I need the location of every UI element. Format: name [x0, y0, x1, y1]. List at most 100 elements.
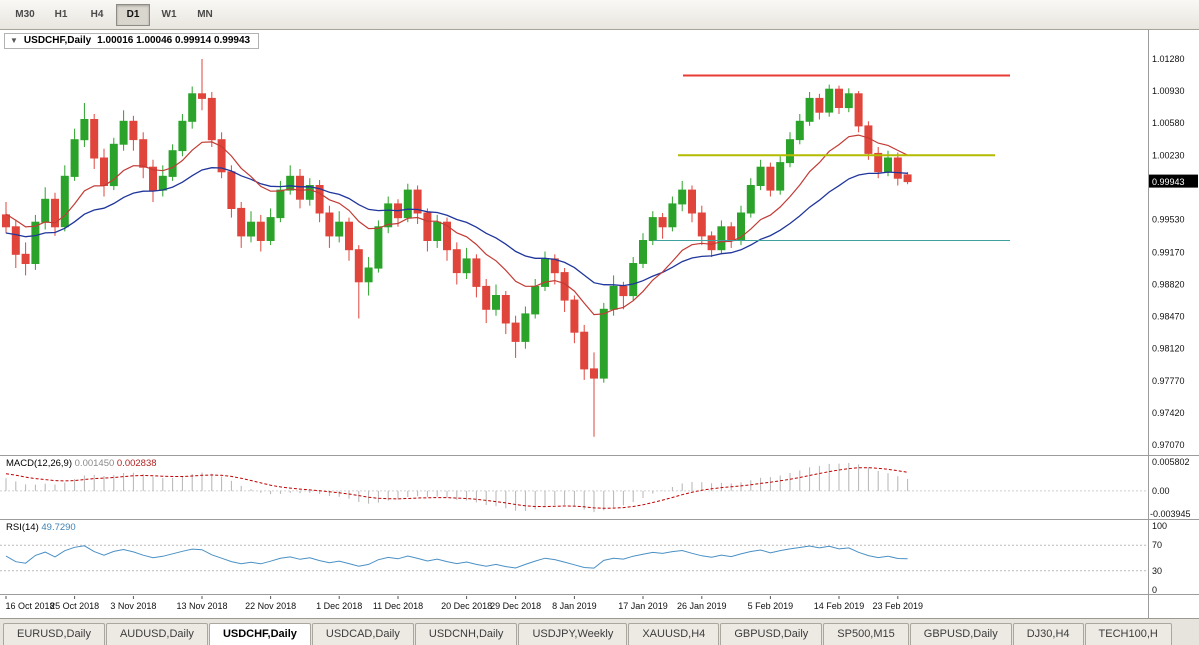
price-axis-label: 0.98120: [1152, 344, 1185, 354]
candlestick: [658, 213, 667, 239]
tab-usdchf-daily[interactable]: USDCHF,Daily: [208, 623, 311, 645]
candlestick: [60, 165, 69, 232]
candlestick: [678, 180, 687, 212]
time-axis-label: 11 Dec 2018: [373, 601, 423, 611]
candlestick: [766, 162, 775, 197]
current-price-tag: [1149, 174, 1198, 188]
candlestick: [668, 196, 677, 232]
time-axis-label: 20 Dec 2018: [441, 601, 492, 611]
candlestick: [903, 172, 912, 185]
candlestick: [570, 295, 579, 344]
candlestick: [697, 205, 706, 246]
time-axis[interactable]: [0, 596, 1199, 618]
candlestick: [364, 257, 373, 296]
candles: [2, 59, 912, 437]
candlestick: [590, 352, 598, 437]
price-axis-label: 0.98470: [1152, 312, 1185, 322]
tab-eurusd-daily[interactable]: EURUSD,Daily: [3, 623, 105, 645]
candlestick: [717, 220, 726, 255]
timeframe-button-w1[interactable]: W1: [161, 8, 177, 20]
time-axis-label: 14 Feb 2019: [814, 601, 865, 611]
candlestick: [599, 302, 608, 383]
time-axis-label: 26 Jan 2019: [677, 601, 727, 611]
chart-canvas[interactable]: 0.005802 0.00 -0.003945 100 70 30 0 1.01280 1.00…: [0, 30, 1199, 618]
tab-gbpusd-daily-2[interactable]: GBPUSD,Daily: [909, 623, 1012, 645]
candlestick: [629, 257, 638, 301]
chart-background: [0, 30, 1199, 618]
candlestick: [354, 245, 363, 319]
timeframe-button-d1[interactable]: D1: [116, 3, 150, 26]
macd-axis-label: 0.005802: [1152, 457, 1190, 467]
macd-signal-line: [5, 467, 908, 509]
time-axis-label: 13 Nov 2018: [176, 601, 227, 611]
price-axis-label: 1.01280: [1152, 54, 1185, 64]
candlestick: [80, 103, 89, 147]
candlestick: [835, 85, 843, 114]
tab-dj30-h4[interactable]: DJ30,H4: [1012, 623, 1084, 645]
tab-tech100[interactable]: TECH100,H: [1084, 623, 1172, 645]
candlestick: [119, 110, 128, 151]
candlestick: [296, 169, 304, 209]
tab-audusd-daily[interactable]: AUDUSD,Daily: [105, 623, 208, 645]
macd-indicator-label: MACD(12,26,9) 0.001450 0.002838: [6, 458, 157, 469]
candlestick: [315, 180, 324, 223]
timeframe-button-h1[interactable]: H1: [54, 8, 68, 20]
candlestick: [325, 205, 334, 248]
rsi-line: [5, 545, 908, 569]
tab-gbpusd-daily[interactable]: GBPUSD,Daily: [720, 623, 823, 645]
candlestick: [815, 93, 824, 120]
candlestick: [374, 220, 383, 273]
price-axis-label: 0.97420: [1152, 408, 1185, 418]
rsi-name: RSI(14): [6, 522, 39, 533]
candlestick: [11, 220, 20, 268]
candlestick: [109, 137, 118, 191]
time-axis-label: 23 Feb 2019: [873, 601, 924, 611]
timeframe-button-mn[interactable]: MN: [197, 8, 213, 20]
candlestick: [129, 115, 138, 151]
timeframe-button-h4[interactable]: H4: [90, 8, 104, 20]
candlestick: [21, 242, 30, 276]
candlestick: [207, 92, 216, 147]
chart-title: USDCHF,Daily: [23, 35, 92, 46]
candlestick: [492, 284, 500, 316]
tab-usdcad-daily[interactable]: USDCAD,Daily: [311, 623, 414, 645]
candlestick: [256, 214, 265, 252]
candlestick: [580, 324, 589, 380]
price-axis[interactable]: [1149, 30, 1199, 595]
candlestick: [756, 159, 765, 191]
macd-name: MACD(12,26,9): [6, 458, 72, 469]
candlestick: [188, 86, 197, 129]
candlestick: [639, 233, 647, 268]
candlestick: [345, 217, 353, 261]
timeframe-toolbar: M30 H1 H4 D1 W1 MN: [0, 0, 1199, 30]
tab-usdjpy-weekly[interactable]: USDJPY,Weekly: [518, 623, 628, 645]
time-axis-label: 25 Oct 2018: [50, 601, 99, 611]
price-axis-label: 1.00580: [1152, 118, 1185, 128]
tab-sp500-m15[interactable]: SP500,M15: [823, 623, 909, 645]
candlestick: [795, 114, 804, 145]
timeframe-button-m30[interactable]: M30: [15, 8, 35, 20]
candlestick: [178, 114, 187, 157]
candlestick: [433, 214, 442, 248]
candlestick: [452, 242, 461, 285]
tab-usdcnh-daily[interactable]: USDCNH,Daily: [414, 623, 518, 645]
price-axis-label: 0.97070: [1152, 440, 1185, 450]
macd-value: 0.001450: [74, 458, 115, 469]
price-axis-label: 0.99170: [1152, 247, 1185, 257]
candlestick: [139, 132, 148, 179]
time-axis-label: 1 Dec 2018: [316, 601, 362, 611]
macd-signal-value: 0.002838: [116, 458, 157, 469]
rsi-value: 49.7290: [41, 522, 76, 533]
price-axis-label: 0.97770: [1152, 376, 1185, 386]
current-price-text: 0.99943: [1152, 177, 1185, 187]
chart-title-box: ▼ USDCHF,Daily 1.00016 1.00046 0.99914 0…: [4, 33, 260, 49]
time-axis-label: 22 Nov 2018: [245, 601, 296, 611]
candlestick: [482, 279, 491, 324]
time-axis-label: 17 Jan 2019: [618, 601, 668, 611]
one-click-trading-arrow[interactable]: ▼: [10, 35, 18, 45]
price-axis-label: 0.99530: [1152, 214, 1185, 224]
candlestick: [521, 306, 530, 349]
time-axis-label: 3 Nov 2018: [110, 601, 156, 611]
tab-xauusd-h4[interactable]: XAUUSD,H4: [628, 623, 720, 645]
candlestick: [227, 165, 236, 218]
